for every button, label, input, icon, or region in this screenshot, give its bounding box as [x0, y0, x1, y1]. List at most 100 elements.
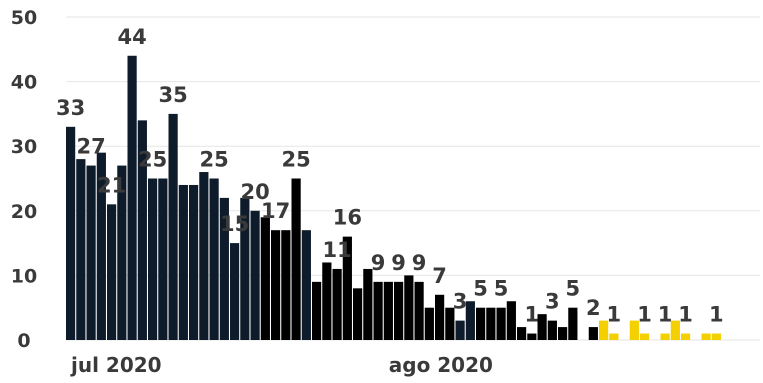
y-axis: 0 10 20 30 40 50 — [11, 7, 37, 352]
bar — [568, 307, 578, 340]
bar — [76, 159, 86, 340]
data-label: 44 — [117, 25, 146, 49]
data-label: 15 — [220, 212, 249, 236]
bar — [240, 197, 250, 340]
bar — [681, 333, 691, 340]
bar — [435, 294, 445, 340]
bar — [96, 152, 106, 340]
bar — [353, 288, 363, 340]
y-tick-label: 40 — [11, 72, 37, 94]
bar — [219, 197, 229, 340]
data-label: 25 — [281, 148, 310, 172]
bars — [66, 55, 721, 341]
bar — [148, 178, 158, 340]
data-label: 25 — [138, 148, 167, 172]
bar — [271, 230, 281, 340]
bar — [701, 333, 711, 340]
data-label: 17 — [261, 199, 290, 223]
data-label: 1 — [709, 303, 724, 327]
bar — [260, 217, 270, 340]
bar — [383, 281, 393, 340]
bar — [107, 204, 117, 340]
bar — [291, 178, 301, 340]
bar — [465, 301, 475, 340]
bar — [158, 178, 168, 340]
bar — [609, 333, 619, 340]
bar — [312, 281, 322, 340]
bar — [404, 275, 414, 340]
bar — [281, 230, 291, 340]
bar — [517, 327, 527, 340]
bar — [599, 320, 609, 340]
bar — [332, 268, 342, 340]
data-label: 5 — [494, 277, 509, 301]
data-label: 11 — [322, 238, 351, 262]
bar — [414, 281, 424, 340]
bar — [455, 320, 465, 340]
y-tick-label: 0 — [17, 330, 30, 352]
bar — [537, 314, 547, 340]
data-label: 27 — [76, 135, 105, 159]
bar — [363, 268, 373, 340]
y-tick-label: 30 — [11, 136, 37, 158]
bar — [506, 301, 516, 340]
data-label: 1 — [525, 303, 540, 327]
x-tick-label: jul 2020 — [70, 353, 162, 377]
data-label: 21 — [97, 173, 126, 197]
bar — [189, 184, 199, 340]
bar — [373, 281, 383, 340]
data-label: 9 — [412, 251, 427, 275]
bar — [496, 307, 506, 340]
bar — [137, 120, 147, 340]
bar — [199, 172, 209, 340]
data-label: 5 — [473, 277, 488, 301]
x-tick-label: ago 2020 — [389, 353, 493, 377]
bar — [527, 333, 537, 340]
data-label: 2 — [586, 296, 601, 320]
bar — [547, 320, 557, 340]
x-axis: jul 2020 ago 2020 — [70, 353, 493, 377]
bar — [168, 113, 178, 341]
data-label: 3 — [545, 290, 560, 314]
bar — [66, 126, 76, 340]
bar — [558, 327, 568, 340]
bar — [178, 184, 188, 340]
data-label: 35 — [158, 83, 187, 107]
data-label: 33 — [56, 96, 85, 120]
bar — [250, 210, 260, 340]
bar — [660, 333, 670, 340]
bar — [322, 262, 332, 340]
data-label: 9 — [391, 251, 406, 275]
bar — [394, 281, 404, 340]
bar — [342, 236, 352, 340]
bar — [640, 333, 650, 340]
data-label: 16 — [333, 206, 362, 230]
data-label: 20 — [240, 180, 269, 204]
data-label: 1 — [678, 303, 693, 327]
bar — [588, 327, 598, 340]
y-tick-label: 20 — [11, 201, 37, 223]
data-label: 7 — [432, 264, 447, 288]
data-label: 5 — [566, 277, 581, 301]
data-label: 1 — [607, 303, 622, 327]
bar — [230, 243, 240, 340]
bar — [127, 55, 137, 340]
data-label: 1 — [637, 303, 652, 327]
bar — [424, 307, 434, 340]
bar — [711, 333, 721, 340]
y-tick-label: 10 — [11, 265, 37, 287]
bar — [86, 165, 96, 340]
bar — [629, 320, 639, 340]
data-label: 25 — [199, 148, 228, 172]
bar — [301, 230, 311, 340]
bar — [670, 320, 680, 340]
y-tick-label: 50 — [11, 7, 37, 29]
data-label: 3 — [453, 290, 468, 314]
bar — [117, 165, 127, 340]
bar — [476, 307, 486, 340]
bar — [486, 307, 496, 340]
data-label: 1 — [658, 303, 673, 327]
bar — [445, 307, 455, 340]
